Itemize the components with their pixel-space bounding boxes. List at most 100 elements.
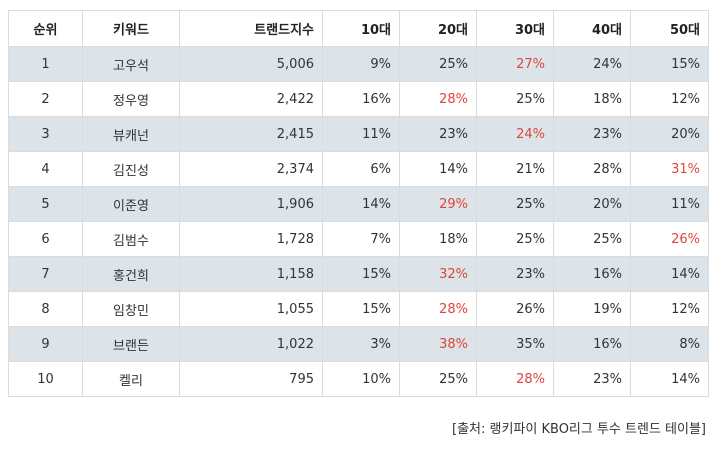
age-40s-cell: 16% <box>553 326 631 362</box>
header-age-50s: 50대 <box>630 10 709 47</box>
rank-cell: 5 <box>8 186 83 222</box>
header-trend-index: 트랜드지수 <box>179 10 323 47</box>
age-30s-cell: 25% <box>476 81 554 117</box>
header-row: 순위 키워드 트랜드지수 10대 20대 30대 40대 50대 <box>8 10 709 47</box>
table-row: 7 홍건희 1,158 15% 32% 23% 16% 14% <box>8 256 709 292</box>
age-20s-cell: 29% <box>399 186 477 222</box>
rank-cell: 3 <box>8 116 83 152</box>
age-20s-cell: 25% <box>399 361 477 397</box>
trend-index-cell: 1,728 <box>179 221 323 257</box>
age-20s-cell: 38% <box>399 326 477 362</box>
table-row: 4 김진성 2,374 6% 14% 21% 28% 31% <box>8 151 709 187</box>
age-20s-cell: 32% <box>399 256 477 292</box>
trend-index-cell: 1,906 <box>179 186 323 222</box>
table-row: 3 뷰캐넌 2,415 11% 23% 24% 23% 20% <box>8 116 709 152</box>
age-10s-cell: 9% <box>322 46 400 82</box>
age-40s-cell: 19% <box>553 291 631 327</box>
age-20s-cell: 28% <box>399 81 477 117</box>
table-row: 5 이준영 1,906 14% 29% 25% 20% 11% <box>8 186 709 222</box>
age-20s-cell: 28% <box>399 291 477 327</box>
trend-index-cell: 2,374 <box>179 151 323 187</box>
table-row: 10 켈리 795 10% 25% 28% 23% 14% <box>8 361 709 397</box>
age-40s-cell: 23% <box>553 116 631 152</box>
trend-table: 순위 키워드 트랜드지수 10대 20대 30대 40대 50대 1 고우석 5… <box>8 10 709 397</box>
keyword-cell: 켈리 <box>82 361 180 397</box>
age-40s-cell: 16% <box>553 256 631 292</box>
trend-index-cell: 5,006 <box>179 46 323 82</box>
age-30s-cell: 26% <box>476 291 554 327</box>
age-10s-cell: 14% <box>322 186 400 222</box>
age-20s-cell: 25% <box>399 46 477 82</box>
rank-cell: 4 <box>8 151 83 187</box>
age-50s-cell: 15% <box>630 46 709 82</box>
age-50s-cell: 11% <box>630 186 709 222</box>
trend-index-cell: 2,415 <box>179 116 323 152</box>
keyword-cell: 정우영 <box>82 81 180 117</box>
age-10s-cell: 15% <box>322 291 400 327</box>
age-40s-cell: 28% <box>553 151 631 187</box>
table-row: 1 고우석 5,006 9% 25% 27% 24% 15% <box>8 46 709 82</box>
trend-index-cell: 1,055 <box>179 291 323 327</box>
keyword-cell: 뷰캐넌 <box>82 116 180 152</box>
table-row: 2 정우영 2,422 16% 28% 25% 18% 12% <box>8 81 709 117</box>
age-30s-cell: 27% <box>476 46 554 82</box>
keyword-cell: 브랜든 <box>82 326 180 362</box>
age-40s-cell: 23% <box>553 361 631 397</box>
age-30s-cell: 25% <box>476 186 554 222</box>
age-50s-cell: 14% <box>630 361 709 397</box>
header-age-20s: 20대 <box>399 10 477 47</box>
table-row: 9 브랜든 1,022 3% 38% 35% 16% 8% <box>8 326 709 362</box>
keyword-cell: 김진성 <box>82 151 180 187</box>
keyword-cell: 고우석 <box>82 46 180 82</box>
age-50s-cell: 26% <box>630 221 709 257</box>
age-30s-cell: 24% <box>476 116 554 152</box>
keyword-cell: 임창민 <box>82 291 180 327</box>
age-40s-cell: 24% <box>553 46 631 82</box>
age-30s-cell: 35% <box>476 326 554 362</box>
header-rank: 순위 <box>8 10 83 47</box>
rank-cell: 6 <box>8 221 83 257</box>
age-50s-cell: 12% <box>630 291 709 327</box>
age-20s-cell: 14% <box>399 151 477 187</box>
age-40s-cell: 25% <box>553 221 631 257</box>
age-20s-cell: 23% <box>399 116 477 152</box>
age-30s-cell: 21% <box>476 151 554 187</box>
age-10s-cell: 16% <box>322 81 400 117</box>
header-age-30s: 30대 <box>476 10 554 47</box>
header-age-40s: 40대 <box>553 10 631 47</box>
rank-cell: 2 <box>8 81 83 117</box>
age-10s-cell: 15% <box>322 256 400 292</box>
trend-index-cell: 1,158 <box>179 256 323 292</box>
age-20s-cell: 18% <box>399 221 477 257</box>
age-10s-cell: 10% <box>322 361 400 397</box>
keyword-cell: 김범수 <box>82 221 180 257</box>
keyword-cell: 홍건희 <box>82 256 180 292</box>
rank-cell: 8 <box>8 291 83 327</box>
age-50s-cell: 20% <box>630 116 709 152</box>
age-10s-cell: 7% <box>322 221 400 257</box>
trend-index-cell: 2,422 <box>179 81 323 117</box>
trend-index-cell: 795 <box>179 361 323 397</box>
table-row: 6 김범수 1,728 7% 18% 25% 25% 26% <box>8 221 709 257</box>
table-row: 8 임창민 1,055 15% 28% 26% 19% 12% <box>8 291 709 327</box>
age-40s-cell: 18% <box>553 81 631 117</box>
age-40s-cell: 20% <box>553 186 631 222</box>
keyword-cell: 이준영 <box>82 186 180 222</box>
age-10s-cell: 6% <box>322 151 400 187</box>
age-30s-cell: 23% <box>476 256 554 292</box>
rank-cell: 7 <box>8 256 83 292</box>
age-50s-cell: 12% <box>630 81 709 117</box>
age-30s-cell: 28% <box>476 361 554 397</box>
age-10s-cell: 11% <box>322 116 400 152</box>
header-keyword: 키워드 <box>82 10 180 47</box>
rank-cell: 9 <box>8 326 83 362</box>
age-50s-cell: 14% <box>630 256 709 292</box>
header-age-10s: 10대 <box>322 10 400 47</box>
rank-cell: 1 <box>8 46 83 82</box>
trend-index-cell: 1,022 <box>179 326 323 362</box>
age-10s-cell: 3% <box>322 326 400 362</box>
age-50s-cell: 31% <box>630 151 709 187</box>
age-30s-cell: 25% <box>476 221 554 257</box>
rank-cell: 10 <box>8 361 83 397</box>
